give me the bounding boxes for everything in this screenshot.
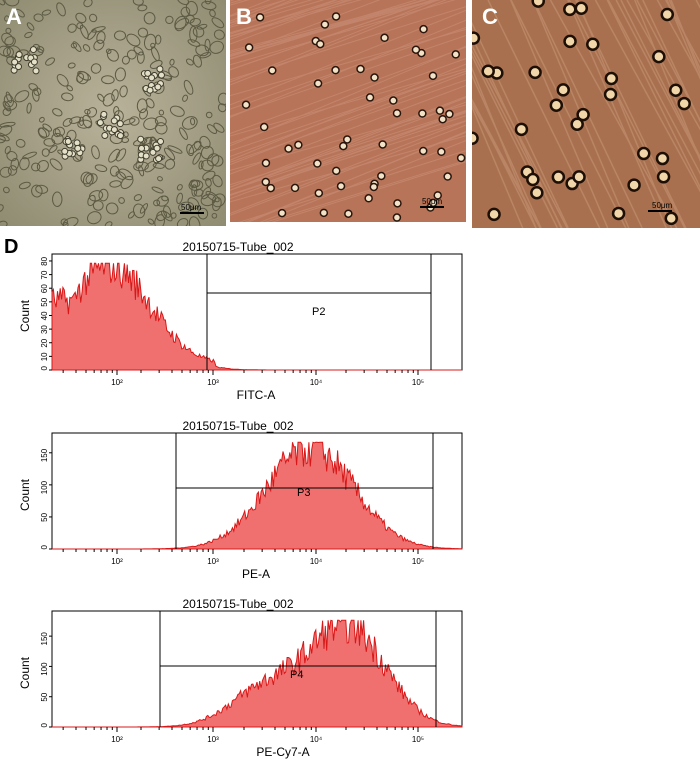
y-tick-label: 0 — [40, 365, 49, 370]
panel-d-label: D — [4, 236, 19, 258]
scale-bar — [648, 210, 672, 212]
y-tick-label: 50 — [40, 692, 49, 701]
x-axis-label: FITC-A — [236, 388, 276, 402]
x-tick-label: 10² — [111, 735, 123, 744]
scale-bar — [420, 206, 444, 208]
histogram-fitc: 0 10 20 30 40 50 60 70 80 10² 10³ 10⁴ 10⁵ 20150715-Tu… — [0, 240, 470, 410]
x-tick-label: 10⁴ — [310, 378, 323, 387]
histogram-plot: 0 10 20 30 40 50 60 70 80 10² 10³ 10⁴ 10⁵ — [40, 253, 463, 387]
y-tick-label: 80 — [40, 256, 49, 265]
y-tick-label: 30 — [40, 325, 49, 334]
panel-b-micrograph: B 50μm — [230, 0, 466, 222]
histogram-title: 20150715-Tube_002 — [182, 597, 294, 611]
x-tick-label: 10⁵ — [412, 735, 424, 744]
panel-a-image — [0, 0, 226, 226]
histogram-area — [51, 262, 462, 371]
x-axis-label: PE-A — [241, 567, 270, 581]
x-tick-label: 10⁴ — [310, 557, 323, 566]
histogram-title: 20150715-Tube_002 — [182, 240, 294, 254]
panel-c-scale-label: 50μm — [652, 201, 673, 210]
scale-bar — [180, 212, 204, 214]
y-tick-label: 40 — [40, 311, 49, 320]
panel-b-image — [230, 0, 466, 222]
panel-b-scale-label: 50μm — [422, 197, 443, 206]
gate-label: P4 — [290, 669, 304, 681]
panel-b-label: B — [236, 4, 252, 29]
histogram-title: 20150715-Tube_002 — [182, 419, 294, 433]
y-axis-label: Count — [18, 299, 32, 332]
gate-region — [175, 433, 434, 549]
histogram-pe-cy7: 0 50 100 150 10² 10³ 10⁴ 10⁵ 20150715-Tube_002 PE… — [0, 597, 470, 767]
y-tick-label: 20 — [40, 338, 49, 347]
panel-a-label: A — [6, 4, 22, 29]
gate-region — [159, 611, 437, 727]
panel-a-scale-label: 50μm — [181, 203, 202, 212]
y-tick-label: 60 — [40, 284, 49, 293]
y-axis-label: Count — [18, 478, 32, 511]
panel-c-micrograph: C 50μm — [472, 0, 700, 228]
panel-a-micrograph: A 50μm — [0, 0, 226, 226]
y-tick-label: 10 — [40, 352, 49, 361]
x-tick-label: 10² — [111, 378, 123, 387]
histogram-area — [52, 441, 463, 550]
histogram-pe: 0 50 100 150 10² 10³ 10⁴ 10⁵ 20150715-Tube_002 PE… — [0, 419, 470, 589]
panel-c-image — [472, 0, 700, 228]
y-tick-label: 100 — [40, 662, 49, 676]
x-axis-label: PE-Cy7-A — [256, 745, 310, 759]
gate-label: P2 — [312, 306, 326, 318]
x-tick-label: 10⁵ — [412, 557, 424, 566]
y-tick-label: 50 — [40, 297, 49, 306]
y-tick-label: 150 — [40, 632, 49, 646]
histogram-area — [52, 619, 463, 728]
y-tick-label: 0 — [40, 544, 49, 549]
panel-c-label: C — [482, 4, 498, 29]
y-axis-label: Count — [18, 656, 32, 689]
x-tick-label: 10³ — [207, 735, 219, 744]
x-tick-label: 10³ — [207, 378, 219, 387]
x-tick-label: 10⁴ — [310, 735, 323, 744]
y-tick-label: 70 — [40, 270, 49, 279]
y-tick-label: 50 — [40, 512, 49, 521]
y-tick-label: 150 — [40, 448, 49, 462]
x-tick-label: 10⁵ — [412, 378, 424, 387]
gate-label: P3 — [297, 487, 311, 499]
gate-region — [206, 254, 432, 370]
x-tick-label: 10³ — [207, 557, 219, 566]
x-tick-label: 10² — [111, 557, 123, 566]
histogram-plot: 0 50 100 150 10² 10³ 10⁴ 10⁵ — [40, 432, 463, 566]
y-tick-label: 100 — [40, 480, 49, 494]
y-tick-label: 0 — [40, 722, 49, 727]
histogram-plot: 0 50 100 150 10² 10³ 10⁴ 10⁵ — [40, 610, 463, 744]
